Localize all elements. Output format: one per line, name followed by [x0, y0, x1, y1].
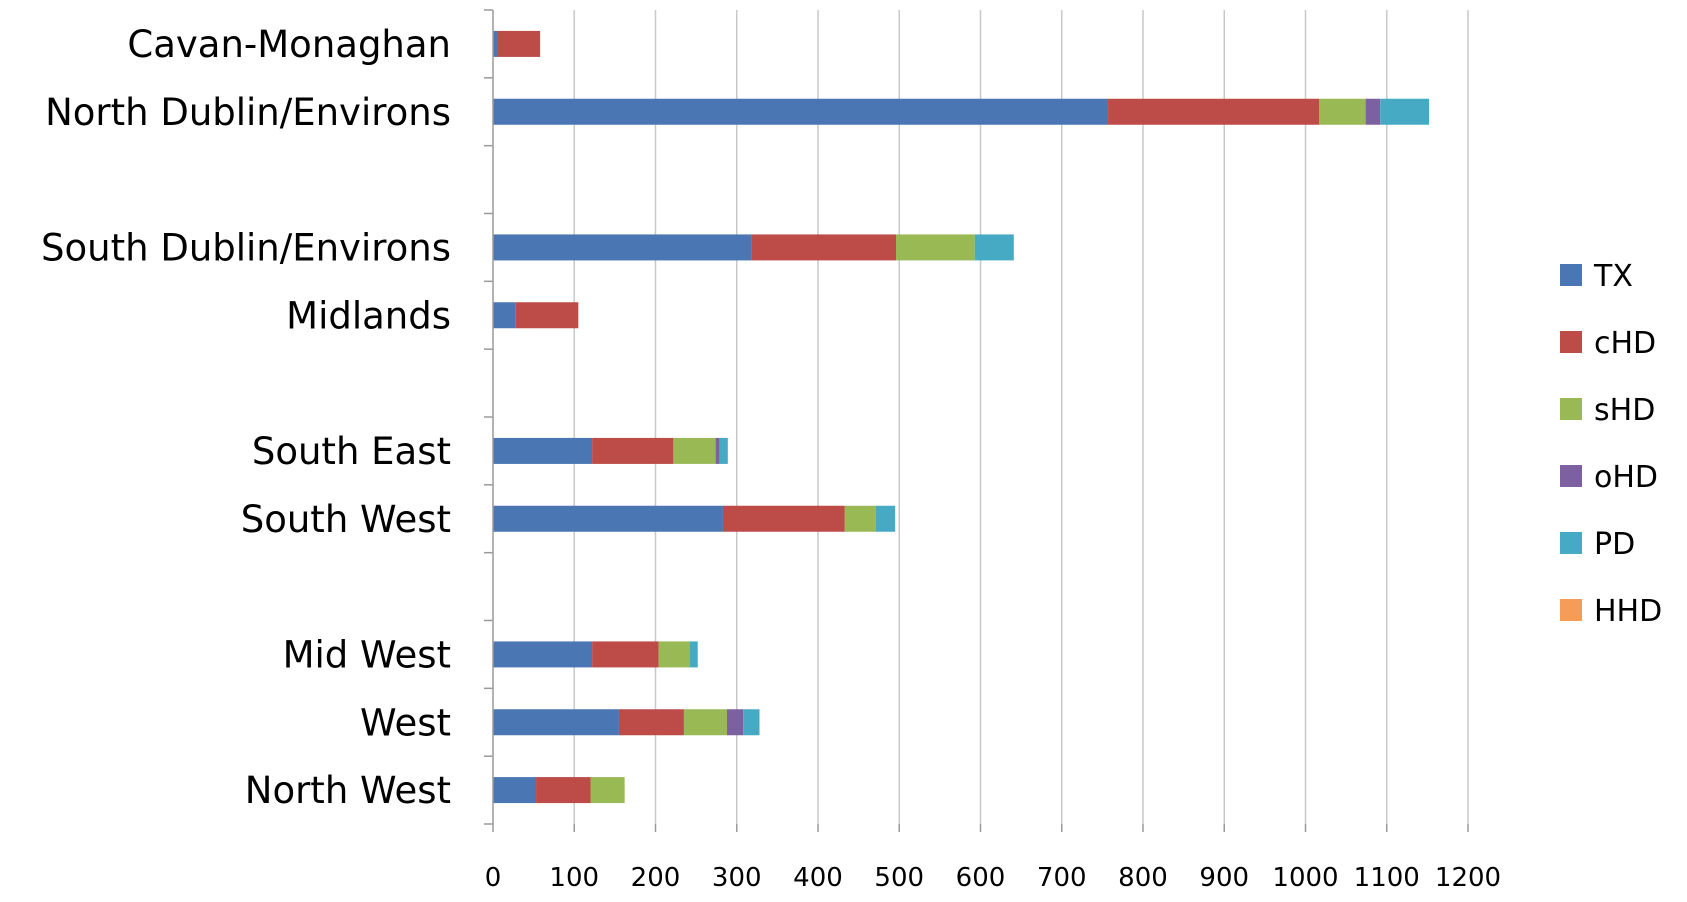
bar-segment-tx [493, 505, 723, 532]
bar-segment-tx [493, 641, 593, 668]
legend-label-shd: sHD [1594, 393, 1655, 428]
legend-swatch-tx [1560, 264, 1582, 286]
category-label: South West [241, 498, 451, 541]
grid-layer [573, 10, 1469, 824]
bar-segment-tx [493, 777, 537, 804]
x-tick-label: 1000 [1272, 863, 1338, 893]
bar-segment-pd [875, 505, 896, 532]
bar-segment-chd [592, 641, 659, 668]
bar-segment-tx [493, 437, 593, 464]
x-tick-label: 300 [712, 863, 762, 893]
legend-label-ohd: oHD [1594, 460, 1658, 495]
axis-layer: 0 100 200 300 400 500 600 700 800 900 1000 1100 1200… [41, 9, 1501, 893]
legend-swatch-ohd [1560, 465, 1582, 487]
bar-segment-pd [689, 641, 698, 668]
bar-segment-chd [497, 30, 541, 57]
x-tick-label: 600 [956, 863, 1006, 893]
bar-segment-chd [592, 437, 674, 464]
x-tick-label: 900 [1199, 863, 1249, 893]
bar-segment-tx [493, 709, 619, 736]
legend-swatch-pd [1560, 532, 1582, 554]
bar-segment-tx [493, 234, 752, 261]
category-label: Mid West [283, 633, 451, 676]
category-label: North Dublin/Environs [45, 91, 451, 134]
legend-swatch-chd [1560, 331, 1582, 353]
bar-segment-pd [719, 437, 728, 464]
x-tick-label: 100 [549, 863, 599, 893]
bar-segment-chd [618, 709, 684, 736]
bar-segment-chd [515, 302, 579, 329]
legend-swatch-shd [1560, 398, 1582, 420]
legend-label-hhd: HHD [1594, 594, 1662, 629]
category-label: Midlands [286, 294, 451, 337]
bar-segment-chd [1108, 98, 1320, 125]
legend-label-tx: TX [1593, 259, 1633, 294]
bar-segment-ohd [715, 437, 720, 464]
category-label: South Dublin/Environs [41, 226, 451, 269]
x-tick-label: 1100 [1354, 863, 1420, 893]
bar-segment-shd [590, 777, 625, 804]
x-tick-label: 400 [793, 863, 843, 893]
category-label: West [360, 701, 451, 744]
x-tick-label: 500 [874, 863, 924, 893]
bar-segment-chd [751, 234, 896, 261]
bar-segment-ohd [1365, 98, 1381, 125]
legend-label-chd: cHD [1594, 326, 1656, 361]
x-tick-label: 0 [485, 863, 502, 893]
bar-segment-shd [1319, 98, 1366, 125]
bar-segment-chd [536, 777, 591, 804]
x-tick-label: 800 [1118, 863, 1168, 893]
bar-segment-tx [493, 98, 1109, 125]
bar-segment-shd [683, 709, 727, 736]
legend-swatch-hhd [1560, 599, 1582, 621]
bar-layer [493, 30, 1429, 804]
bar-segment-shd [658, 641, 690, 668]
bar-segment-pd [974, 234, 1014, 261]
bar-segment-shd [844, 505, 876, 532]
bar-segment-shd [896, 234, 975, 261]
bar-segment-chd [722, 505, 845, 532]
bar-segment-shd [673, 437, 716, 464]
legend: TX cHD sHD oHD PD HHD [1560, 259, 1662, 629]
bar-segment-tx [493, 302, 516, 329]
bar-segment-pd [743, 709, 760, 736]
legend-label-pd: PD [1594, 527, 1635, 562]
bar-segment-ohd [727, 709, 744, 736]
x-tick-label: 700 [1037, 863, 1087, 893]
category-label: North West [245, 769, 451, 812]
bar-segment-tx [493, 30, 498, 57]
category-label: Cavan-Monaghan [127, 23, 451, 66]
x-tick-label: 1200 [1435, 863, 1501, 893]
bar-segment-pd [1380, 98, 1429, 125]
category-label: South East [252, 430, 451, 473]
x-tick-label: 200 [631, 863, 681, 893]
